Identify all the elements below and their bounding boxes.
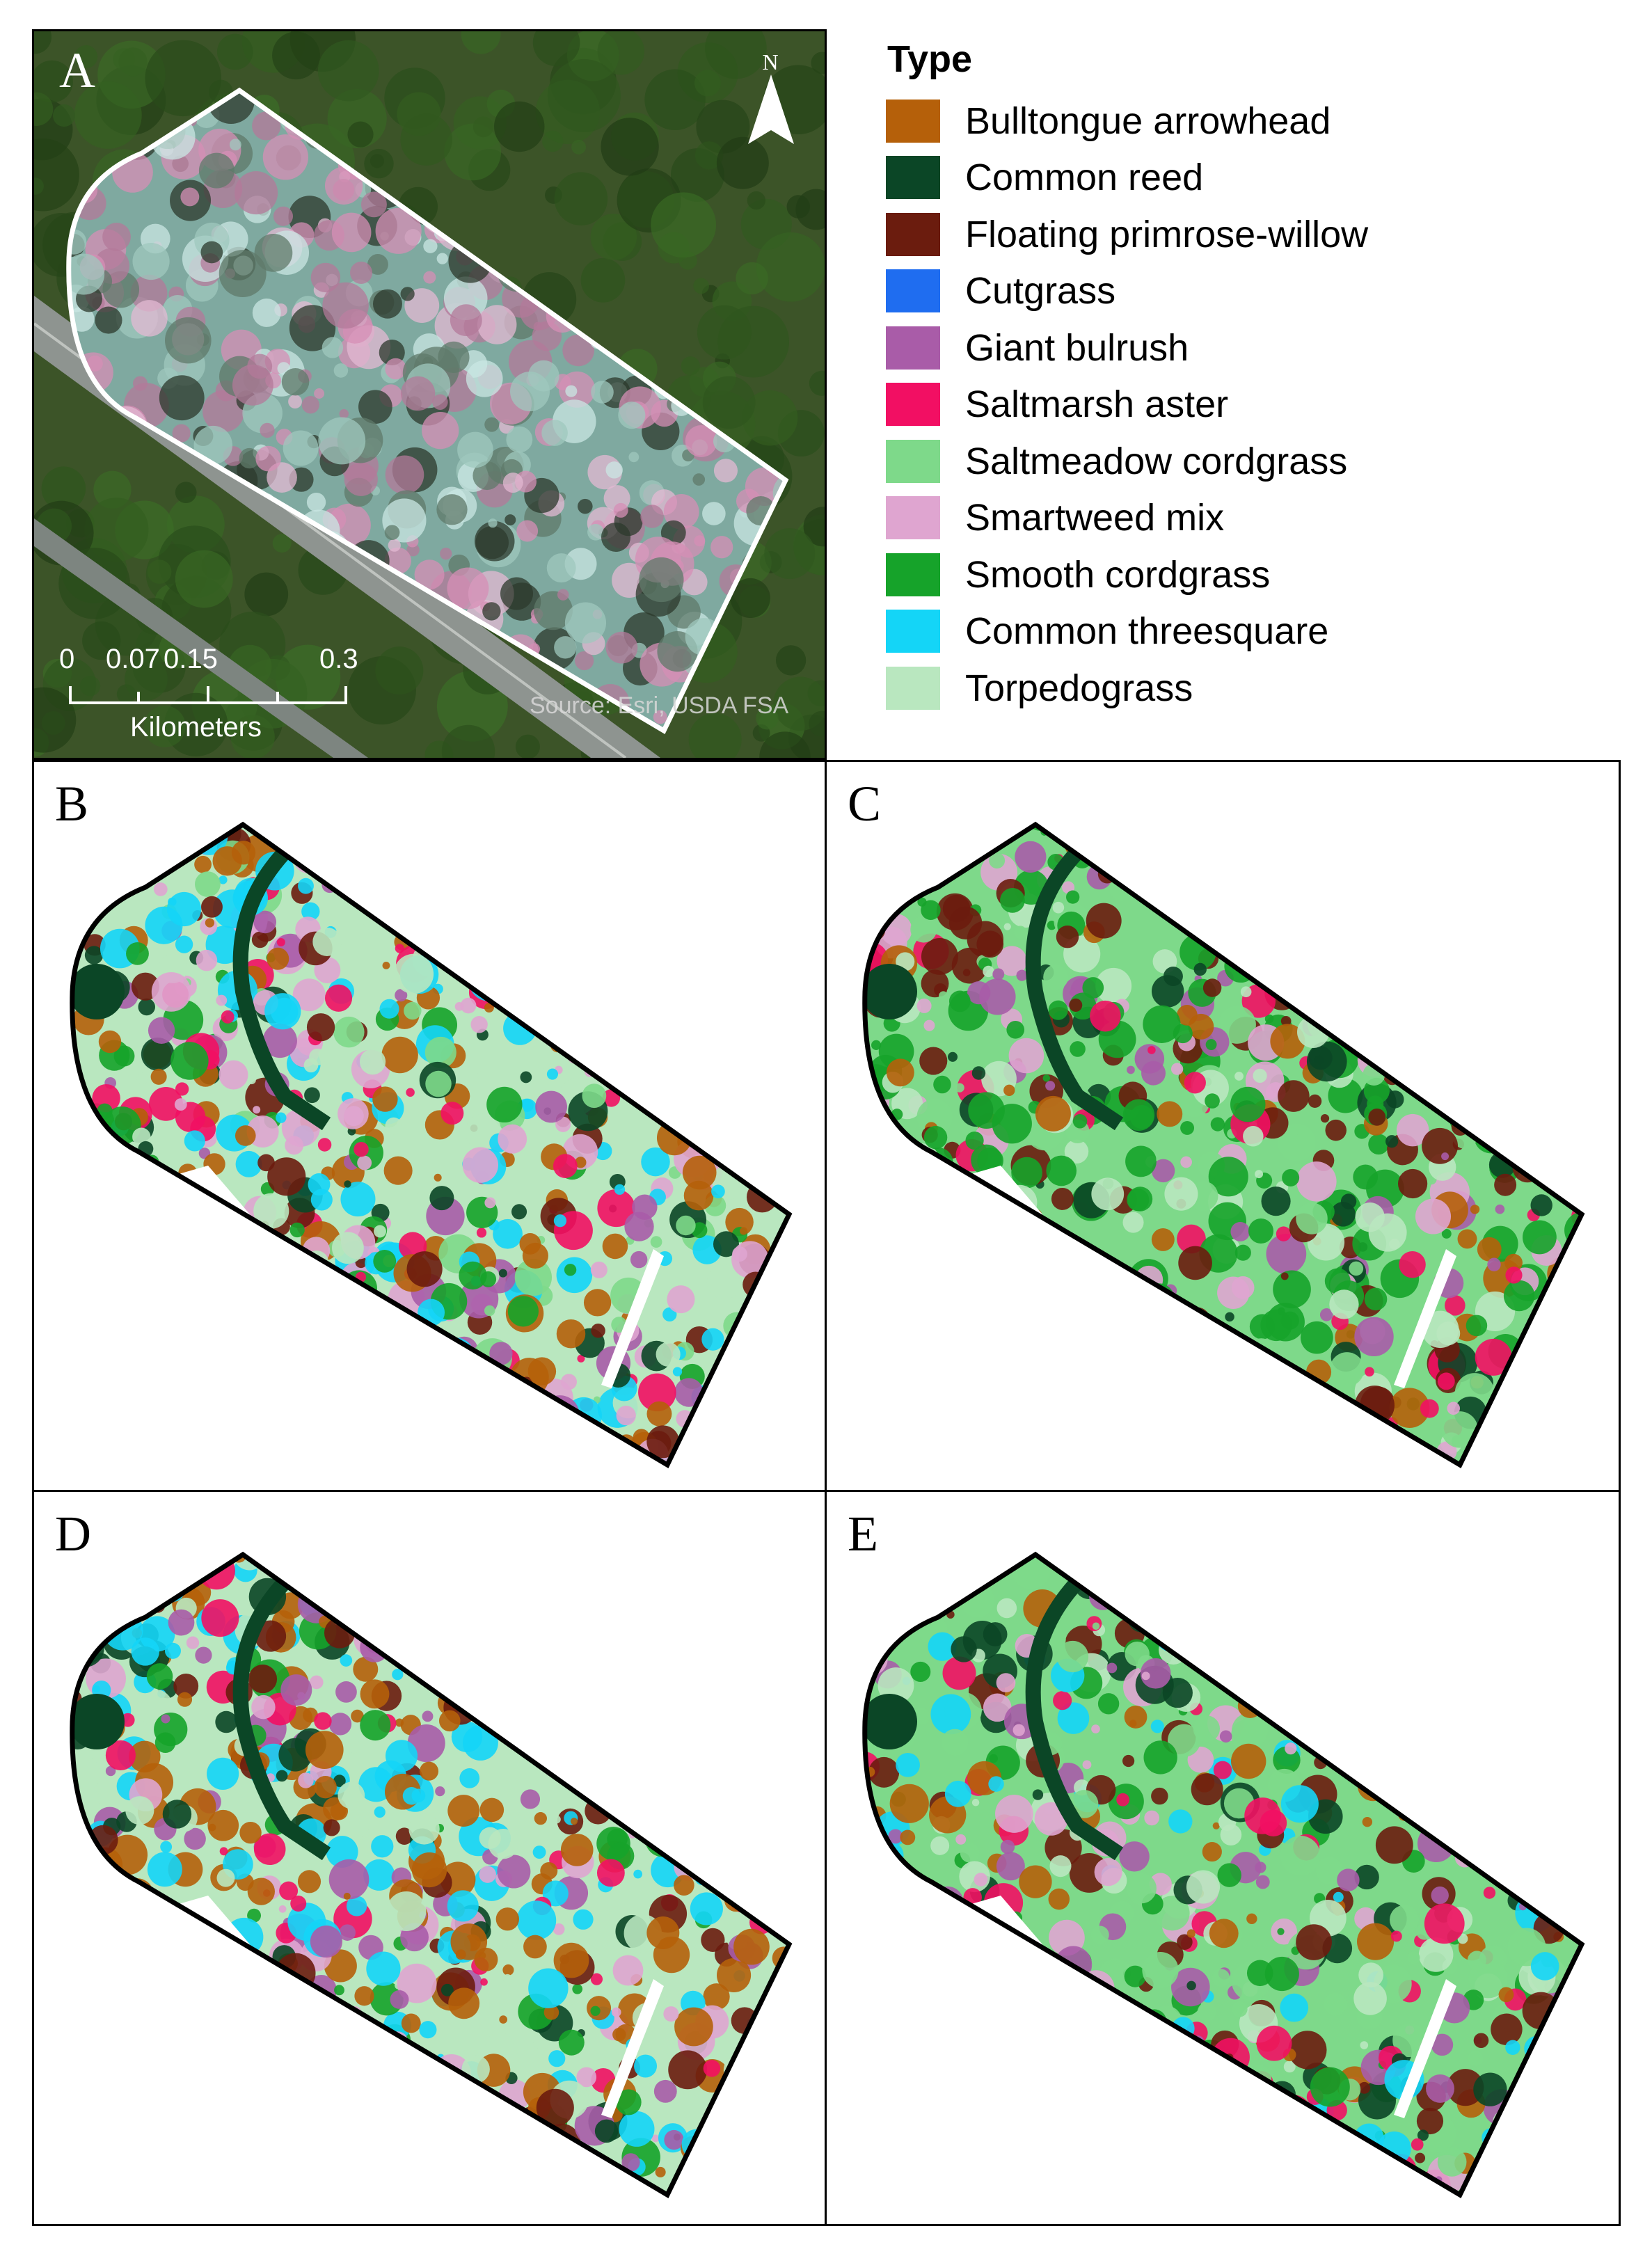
- classification-map: [862, 821, 1585, 1468]
- scale-tick-0: 0: [59, 644, 75, 674]
- classification-map: [70, 1551, 793, 2198]
- panel-e-map: E: [825, 1490, 1621, 2226]
- panel-label: E: [848, 1506, 878, 1562]
- legend-swatch: [886, 269, 940, 313]
- legend-swatch: [886, 553, 940, 596]
- panel-d-map: D: [32, 1490, 827, 2226]
- aerial-image: [34, 31, 825, 758]
- legend-items: Bulltongue arrowhead Common reed Floating …: [859, 93, 1625, 717]
- legend: Type Bulltongue arrowhead Common reed Floa…: [859, 38, 1625, 717]
- scale-tick-1: 0.07: [106, 644, 160, 674]
- legend-label: Common threesquare: [965, 610, 1329, 653]
- legend-swatch: [886, 383, 940, 427]
- north-arrow-icon: [748, 74, 794, 144]
- legend-item: Floating primrose-willow: [859, 206, 1625, 263]
- legend-swatch: [886, 156, 940, 200]
- legend-swatch: [886, 212, 940, 256]
- legend-label: Common reed: [965, 157, 1204, 199]
- panel-label: B: [55, 776, 89, 832]
- scale-tick-2: 0.15: [164, 644, 218, 674]
- legend-label: Giant bulrush: [965, 326, 1189, 369]
- scale-unit: Kilometers: [130, 712, 262, 743]
- legend-item: Bulltongue arrowhead: [859, 93, 1625, 150]
- legend-item: Giant bulrush: [859, 319, 1625, 376]
- legend-swatch: [886, 610, 940, 653]
- scale-bar-line: [69, 686, 347, 704]
- legend-title: Type: [887, 38, 973, 80]
- panel-label: D: [55, 1506, 91, 1562]
- legend-item: Cutgrass: [859, 263, 1625, 320]
- legend-swatch: [886, 326, 940, 370]
- legend-swatch: [886, 439, 940, 483]
- legend-label: Bulltongue arrowhead: [965, 100, 1331, 142]
- legend-item: Smartweed mix: [859, 490, 1625, 547]
- panel-label: C: [848, 776, 882, 832]
- panel-label: A: [59, 42, 95, 98]
- legend-label: Cutgrass: [965, 270, 1116, 312]
- legend-label: Torpedograss: [965, 667, 1193, 709]
- legend-item: Smooth cordgrass: [859, 546, 1625, 603]
- panel-c-map: C: [825, 760, 1621, 1492]
- legend-swatch: [886, 496, 940, 540]
- classification-map: [862, 1551, 1585, 2198]
- legend-label: Floating primrose-willow: [965, 213, 1369, 255]
- legend-swatch: [886, 99, 940, 143]
- panel-b-map: B: [32, 760, 827, 1492]
- legend-item: Common reed: [859, 150, 1625, 207]
- classification-map: [70, 821, 793, 1468]
- legend-item: Torpedograss: [859, 660, 1625, 717]
- north-label: N: [762, 49, 779, 74]
- legend-label: Saltmeadow cordgrass: [965, 440, 1348, 482]
- legend-label: Smartweed mix: [965, 497, 1225, 539]
- legend-item: Saltmarsh aster: [859, 376, 1625, 434]
- legend-item: Saltmeadow cordgrass: [859, 433, 1625, 490]
- legend-swatch: [886, 666, 940, 710]
- scale-tick-3: 0.3: [319, 644, 358, 674]
- panel-a-aerial: A N 0 0.07 0.15 0.3 Kilometers Source: E…: [32, 29, 827, 760]
- legend-item: Common threesquare: [859, 603, 1625, 660]
- legend-label: Saltmarsh aster: [965, 383, 1229, 426]
- legend-label: Smooth cordgrass: [965, 553, 1271, 596]
- source-credit: Source: Esri, USDA FSA: [530, 692, 789, 719]
